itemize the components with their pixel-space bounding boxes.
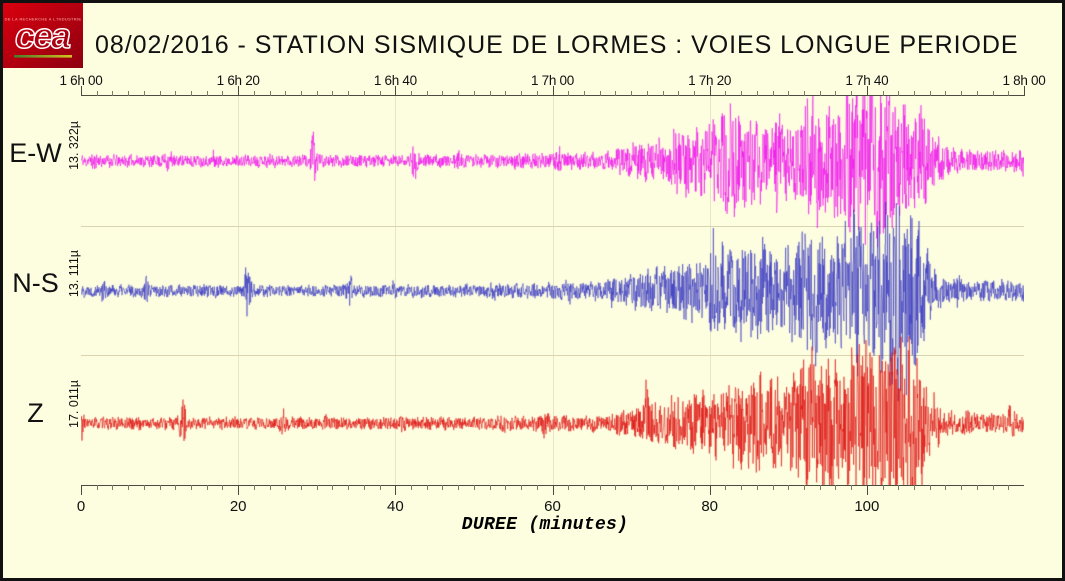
svg-text:cea: cea xyxy=(15,15,70,56)
